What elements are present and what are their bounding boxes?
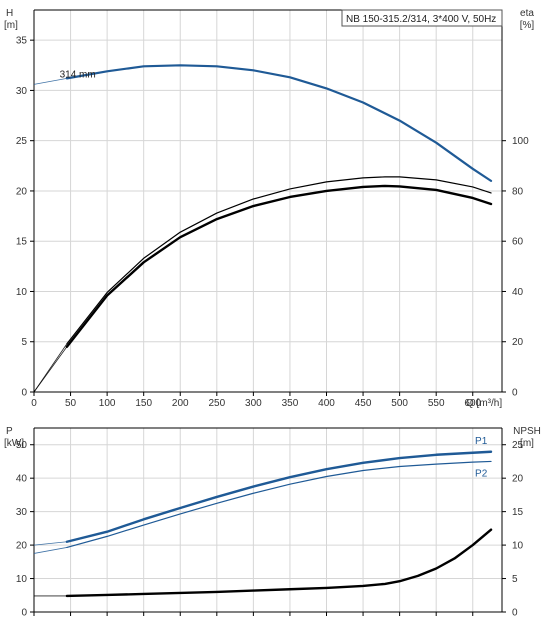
y-left-tick-label: 20: [16, 186, 28, 197]
y-right-tick-label: 15: [512, 507, 524, 518]
x-tick-label: 50: [65, 398, 77, 409]
y-left-tick-label: 0: [21, 388, 27, 399]
x-tick-label: 150: [135, 398, 152, 409]
y-left-tick-label: 50: [16, 440, 28, 451]
y-left-axis-unit: [kW]: [4, 438, 24, 449]
curve-extension-p2: [33, 547, 67, 554]
series-label-p1: P1: [475, 436, 488, 447]
y-left-tick-label: 10: [16, 287, 28, 298]
x-tick-label: 250: [208, 398, 225, 409]
y-right-tick-label: 20: [512, 337, 524, 348]
y-left-tick-label: 25: [16, 136, 28, 147]
y-left-tick-label: 10: [16, 574, 28, 585]
curve-p1: [65, 450, 493, 543]
y-left-axis-title: P: [6, 426, 13, 437]
curve-npsh: [65, 528, 493, 598]
y-right-axis-title: eta: [520, 8, 534, 19]
series-label-p2: P2: [475, 468, 488, 479]
y-left-tick-label: 20: [16, 541, 28, 552]
y-right-tick-label: 10: [512, 541, 524, 552]
curve-extension-314-mm: [33, 77, 67, 85]
curve-p2: [66, 460, 492, 549]
y-right-axis-unit: [m]: [520, 438, 534, 449]
curve-extension-p1: [33, 541, 67, 546]
y-left-tick-label: 5: [21, 337, 27, 348]
curve-series-2: [65, 184, 493, 348]
curve-extension-series-2: [33, 346, 68, 393]
y-right-tick-label: 20: [512, 474, 524, 485]
y-right-tick-label: 25: [512, 440, 524, 451]
x-tick-label: 550: [428, 398, 445, 409]
x-tick-label: 400: [318, 398, 335, 409]
y-left-axis-title: H: [6, 8, 13, 19]
chart-title: NB 150-315.2/314, 3*400 V, 50Hz: [346, 14, 496, 25]
x-tick-label: 0: [31, 398, 37, 409]
y-right-tick-label: 5: [512, 574, 518, 585]
curve-series-1: [66, 176, 492, 345]
y-left-tick-label: 0: [21, 608, 27, 619]
x-tick-label: 300: [245, 398, 262, 409]
x-tick-label: 500: [391, 398, 408, 409]
x-tick-label: 100: [99, 398, 116, 409]
y-left-tick-label: 30: [16, 86, 28, 97]
x-tick-label: 450: [355, 398, 372, 409]
y-right-tick-label: 0: [512, 388, 518, 399]
y-left-tick-label: 30: [16, 507, 28, 518]
y-right-tick-label: 60: [512, 237, 524, 248]
y-right-axis-unit: [%]: [520, 20, 535, 31]
y-left-tick-label: 15: [16, 237, 28, 248]
x-tick-label: 350: [282, 398, 299, 409]
y-left-tick-label: 40: [16, 474, 28, 485]
y-right-tick-label: 40: [512, 287, 524, 298]
lower-chart-panel: 0 10 20 30 40 50 0 5 10 15 20 25 P[kW] NPSH[m] P1 P2: [4, 426, 541, 619]
x-tick-label: 200: [172, 398, 189, 409]
y-left-tick-label: 35: [16, 36, 28, 47]
y-right-tick-label: 100: [512, 136, 529, 147]
y-right-axis-title: NPSH: [513, 426, 541, 437]
y-left-axis-unit: [m]: [4, 20, 18, 31]
x-tick-label: 600: [464, 398, 481, 409]
curve-314-mm: [65, 64, 493, 182]
y-right-tick-label: 0: [512, 608, 518, 619]
y-right-tick-label: 80: [512, 186, 524, 197]
impeller-diameter-label: 314 mm: [60, 69, 96, 80]
x-axis-title: Q [m³/h]: [466, 398, 502, 409]
chart-title-box: [341, 9, 503, 27]
